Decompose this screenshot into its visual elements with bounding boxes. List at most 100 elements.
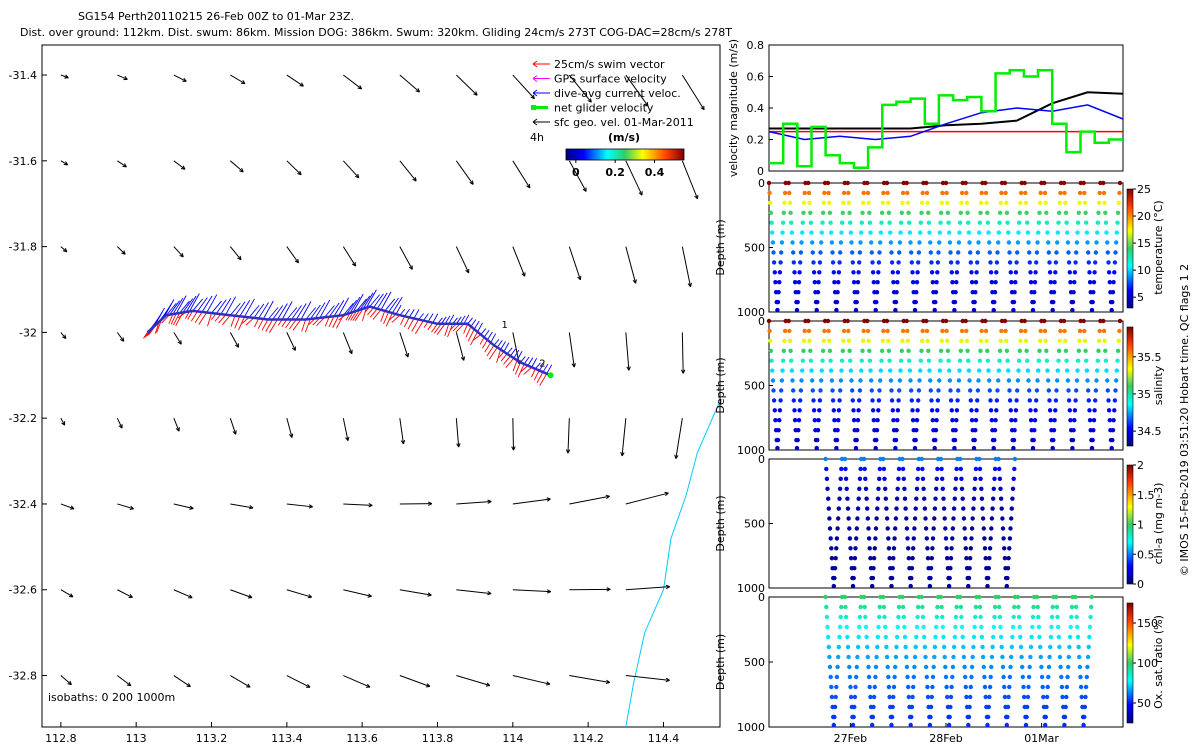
swim-vector (257, 318, 264, 329)
profile-sample-point (847, 526, 852, 531)
profile-sample-point (923, 516, 928, 521)
profile-sample-point (1069, 614, 1074, 620)
depth-tick-label: 1000 (737, 306, 765, 319)
swim-vector (372, 309, 382, 320)
profile-sample-point (839, 604, 844, 610)
profile-sample-point (873, 536, 878, 541)
profile-sample-point (847, 348, 852, 353)
profile-sample-point (794, 445, 800, 451)
profile-sample-point (877, 466, 882, 472)
profile-sample-point (996, 230, 1001, 235)
profile-sample-point (1075, 358, 1081, 363)
profile-sample-point (950, 664, 956, 670)
profile-sample-point (953, 290, 958, 295)
profile-sample-point (815, 290, 821, 295)
swim-vector (265, 319, 274, 332)
profile-sample-point (948, 694, 954, 700)
profile-sample-point (859, 368, 864, 373)
profile-sample-point (916, 466, 921, 472)
profile-sample-point (845, 634, 850, 640)
profile-sample-point (946, 220, 951, 225)
profile-sample-point (826, 496, 831, 501)
profile-sample-point (850, 583, 856, 589)
swim-vector (367, 307, 374, 316)
profile-sample-point (1001, 536, 1006, 541)
geo-velocity-arrow (399, 332, 410, 358)
profile-sample-point (945, 694, 950, 700)
profile-sample-point (1048, 644, 1053, 650)
profile-sample-point (790, 378, 795, 383)
profile-sample-point (958, 604, 963, 610)
dive-avg-current-vector (277, 303, 288, 320)
profile-sample-point (880, 338, 885, 343)
geo-velocity-arrow (568, 246, 582, 281)
profile-sample-point (867, 210, 872, 215)
swim-vector (170, 313, 177, 325)
profile-sample-point (927, 368, 932, 373)
profile-sample-point (834, 674, 840, 680)
profile-sample-point (1012, 290, 1017, 295)
profile-sample-point (808, 348, 813, 353)
profile-sample-point (973, 290, 978, 295)
glider-position-marker (547, 372, 554, 379)
profile-sample-point (935, 260, 941, 265)
profile-sample-point (827, 654, 832, 660)
profile-sample-point (819, 240, 824, 245)
profile-sample-point (897, 250, 902, 255)
profile-sample-point (1007, 674, 1013, 680)
profile-sample-point (893, 654, 899, 660)
profile-sample-point (965, 210, 970, 215)
profile-sample-point (1087, 634, 1092, 640)
dive-avg-current-vector (286, 307, 298, 320)
profile-sample-point (829, 694, 835, 700)
profile-sample-point (873, 526, 879, 531)
profile-sample-point (879, 358, 884, 363)
profile-sample-point (952, 307, 957, 313)
profile-sample-point (1056, 634, 1062, 640)
profile-sample-point (859, 358, 864, 363)
profile-sample-point (925, 556, 931, 561)
profile-sample-point (806, 190, 812, 196)
profile-sample-point (1054, 388, 1059, 393)
dive-avg-current-vector (448, 314, 455, 325)
dive-avg-current-vector (490, 333, 497, 343)
dive-avg-current-vector (404, 309, 410, 317)
profile-sample-point (1096, 348, 1101, 353)
profile-sample-point (948, 556, 954, 561)
profile-sample-point (953, 476, 959, 481)
profile-sample-point (1027, 664, 1032, 670)
profile-sample-point (1063, 348, 1069, 353)
profile-sample-point (1044, 348, 1049, 353)
profile-sample-point (1085, 654, 1091, 660)
profile-sample-point (878, 368, 883, 373)
profile-sample-point (994, 260, 1000, 265)
dive-avg-current-vector (169, 300, 180, 315)
profile-sample-point (795, 299, 800, 305)
profile-sample-point (966, 368, 972, 373)
profile-sample-point (943, 180, 949, 186)
profile-sample-point (833, 694, 838, 700)
profile-sample-point (1067, 408, 1073, 413)
profile-sample-point (908, 378, 913, 383)
profile-sample-point (977, 466, 983, 472)
profile-sample-point (932, 445, 937, 451)
profile-sample-point (1003, 190, 1008, 196)
profile-sample-point (1091, 428, 1096, 433)
profile-sample-point (894, 634, 900, 640)
profile-sample-point (1043, 200, 1048, 205)
profile-sample-point (1085, 664, 1090, 670)
profile-sample-point (895, 486, 900, 491)
profile-sample-point (840, 210, 845, 215)
profile-sample-point (1062, 722, 1067, 728)
profile-sample-point (835, 290, 840, 295)
profile-sample-point (995, 388, 1000, 393)
profile-sample-point (979, 328, 984, 334)
profile-sample-point (911, 684, 916, 690)
dive-avg-current-vector (542, 363, 549, 373)
profile-sample-point (800, 368, 805, 373)
profile-sample-point (943, 536, 949, 541)
geo-velocity-arrow (569, 675, 611, 685)
profile-sample-point (876, 398, 882, 403)
profile-sample-point (1039, 664, 1044, 670)
